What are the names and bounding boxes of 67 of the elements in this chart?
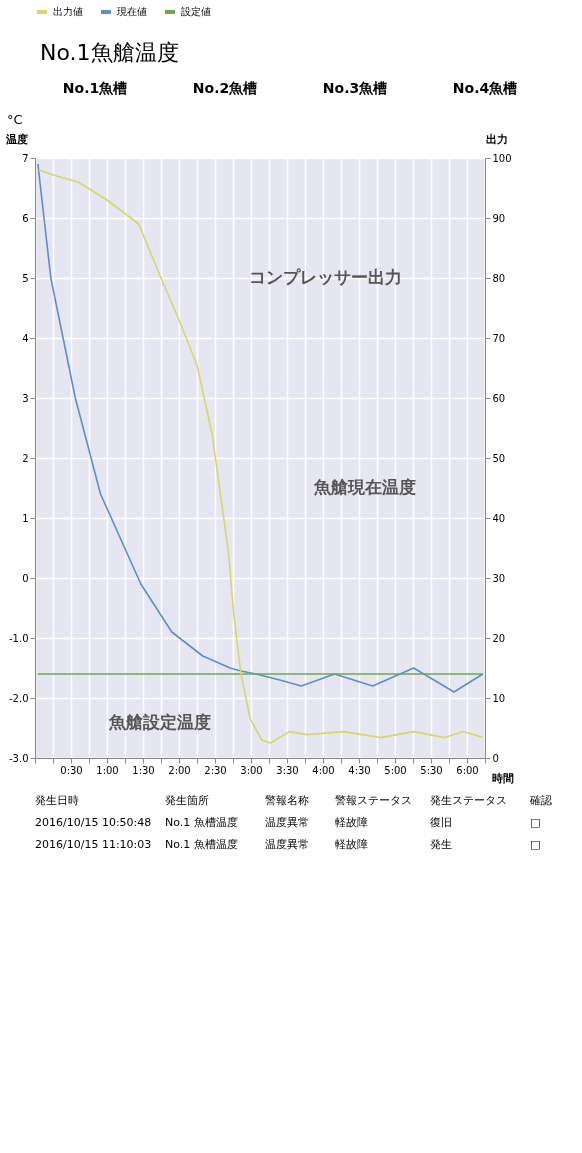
y2-tick-label: 100	[492, 152, 512, 164]
annotation: コンプレッサー出力	[248, 267, 402, 287]
x-tick-label: 6:00	[456, 764, 479, 776]
y2-axis-title: 出力	[485, 132, 508, 146]
text: □	[530, 838, 541, 851]
text: °C	[7, 112, 23, 127]
text: 警報ステータス	[335, 794, 412, 807]
legend-label: 設定値	[181, 6, 211, 17]
x-tick-label: 1:30	[132, 764, 155, 776]
y-tick-label: 2	[22, 452, 29, 464]
text: 警報名称	[265, 794, 309, 807]
y-tick-label: 7	[22, 152, 29, 164]
y-tick-label: -1.0	[8, 632, 29, 644]
y2-tick-label: 10	[492, 692, 506, 704]
text: No.1 魚槽温度	[165, 816, 238, 829]
text: No.3魚槽	[322, 80, 388, 96]
y-tick-label: 0	[22, 572, 29, 584]
text: 軽故障	[335, 838, 368, 851]
text: 温度異常	[265, 838, 309, 851]
x-tick-label: 2:00	[168, 764, 191, 776]
text: 発生ステータス	[430, 794, 507, 807]
y-tick-label: -2.0	[8, 692, 29, 704]
x-axis-title: 時間	[491, 771, 514, 785]
y2-tick-label: 0	[492, 752, 499, 764]
x-tick-label: 5:30	[420, 764, 443, 776]
x-tick-label: 3:30	[276, 764, 299, 776]
text: 温度異常	[265, 816, 309, 829]
legend-label: 出力値	[53, 6, 83, 17]
y-tick-label: 6	[22, 212, 29, 224]
y-tick-label: 4	[22, 332, 29, 344]
text: No.1魚槽	[62, 80, 128, 96]
text: 発生	[430, 838, 452, 851]
y2-tick-label: 60	[492, 392, 506, 404]
chart-title: No.1魚艙温度	[40, 40, 179, 65]
legend-label: 現在値	[117, 6, 147, 17]
y-tick-label: 1	[22, 512, 29, 524]
y2-tick-label: 30	[492, 572, 506, 584]
x-tick-label: 4:30	[348, 764, 371, 776]
x-tick-label: 1:00	[96, 764, 119, 776]
text: □	[530, 816, 541, 829]
y-tick-label: -3.0	[8, 752, 29, 764]
y2-tick-label: 40	[492, 512, 506, 524]
x-tick-label: 0:30	[60, 764, 83, 776]
y-axis-title: 温度	[4, 132, 28, 146]
y2-tick-label: 80	[492, 272, 506, 284]
x-tick-label: 4:00	[312, 764, 335, 776]
text: 発生箇所	[165, 794, 209, 807]
x-tick-label: 5:00	[384, 764, 407, 776]
annotation: 魚艙設定温度	[108, 712, 211, 732]
y2-tick-label: 20	[492, 632, 506, 644]
y-tick-label: 5	[22, 272, 29, 284]
x-tick-label: 3:00	[240, 764, 263, 776]
text: No.1 魚槽温度	[165, 838, 238, 851]
text: 2016/10/15 11:10:03	[35, 838, 152, 851]
y2-tick-label: 50	[492, 452, 506, 464]
text: 復旧	[430, 816, 452, 829]
y2-tick-label: 90	[492, 212, 506, 224]
y-tick-label: 3	[22, 392, 29, 404]
text: No.2魚槽	[192, 80, 258, 96]
text: No.4魚槽	[452, 80, 518, 96]
annotation: 魚艙現在温度	[313, 477, 416, 497]
y2-tick-label: 70	[492, 332, 506, 344]
x-tick-label: 2:30	[204, 764, 227, 776]
text: 発生日時	[35, 794, 79, 807]
text: 2016/10/15 10:50:48	[35, 816, 152, 829]
text: 確認	[529, 794, 552, 807]
text: 軽故障	[335, 816, 368, 829]
